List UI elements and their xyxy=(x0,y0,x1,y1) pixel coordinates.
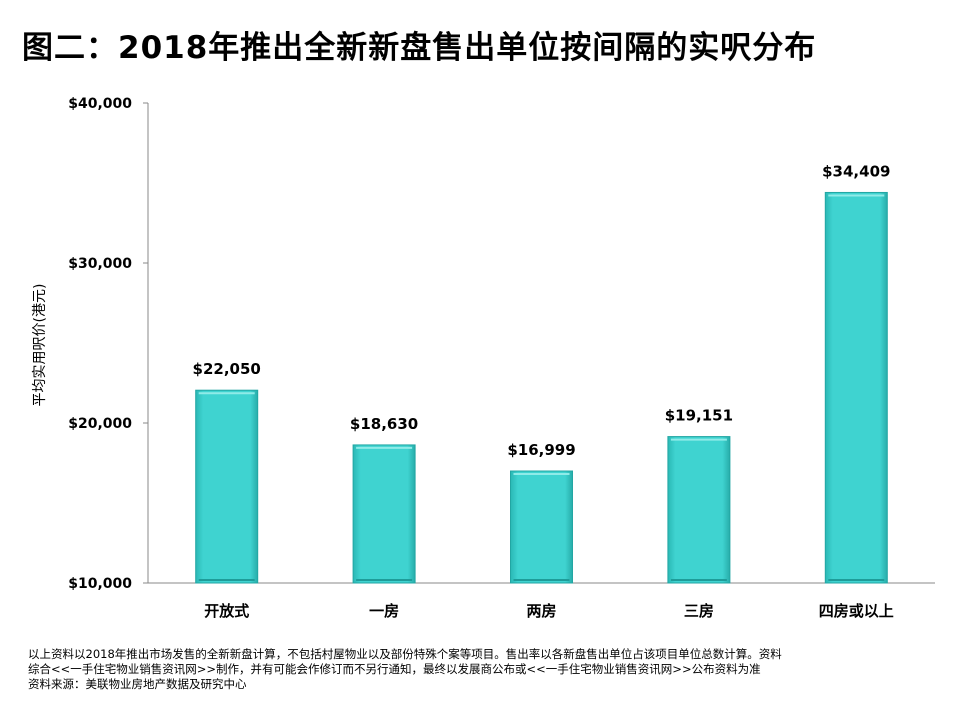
y-tick-label: $10,000 xyxy=(68,576,132,592)
footnote-line-3: 资料来源：美联物业房地产数据及研究中心 xyxy=(28,677,247,691)
bar xyxy=(667,436,731,584)
footnote-line-2: 综合<<一手住宅物业销售资讯网>>制作，并有可能会作修订而不另行通知，最终以发展… xyxy=(28,662,761,676)
x-tick-label: 四房或以上 xyxy=(819,602,894,620)
bar-value-label: $18,630 xyxy=(350,415,418,433)
chart-title: 图二：2018年推出全新新盘售出单位按间隔的实呎分布 xyxy=(22,30,817,66)
x-tick-label: 两房 xyxy=(526,602,556,620)
y-tick-label: $20,000 xyxy=(68,416,132,432)
y-tick-label: $40,000 xyxy=(68,96,132,112)
bar xyxy=(352,444,416,584)
bar-value-label: $16,999 xyxy=(507,441,575,459)
x-tick-label: 三房 xyxy=(684,602,714,620)
bar-value-label: $19,151 xyxy=(665,407,733,425)
y-axis-label-wrap: 平均实用呎价(港元) xyxy=(24,260,54,430)
bar xyxy=(510,470,573,584)
footnote: 以上资料以2018年推出市场发售的全新新盘计算，不包括村屋物业以及部份特殊个案等… xyxy=(28,647,928,692)
bar xyxy=(195,389,259,584)
x-tick-label: 开放式 xyxy=(204,602,249,620)
bar-value-label: $34,409 xyxy=(822,162,890,180)
footnote-line-1: 以上资料以2018年推出市场发售的全新新盘计算，不包括村屋物业以及部份特殊个案等… xyxy=(28,647,782,661)
bar-chart: $10,000 $20,000 $30,000 $40,000 $22,050 开放式 $1… xyxy=(68,96,935,620)
bar-value-label: $22,050 xyxy=(193,360,261,378)
bar xyxy=(824,191,888,584)
x-tick-label: 一房 xyxy=(369,602,399,620)
y-axis-label: 平均实用呎价(港元) xyxy=(32,283,48,407)
y-tick-label: $30,000 xyxy=(68,256,132,272)
